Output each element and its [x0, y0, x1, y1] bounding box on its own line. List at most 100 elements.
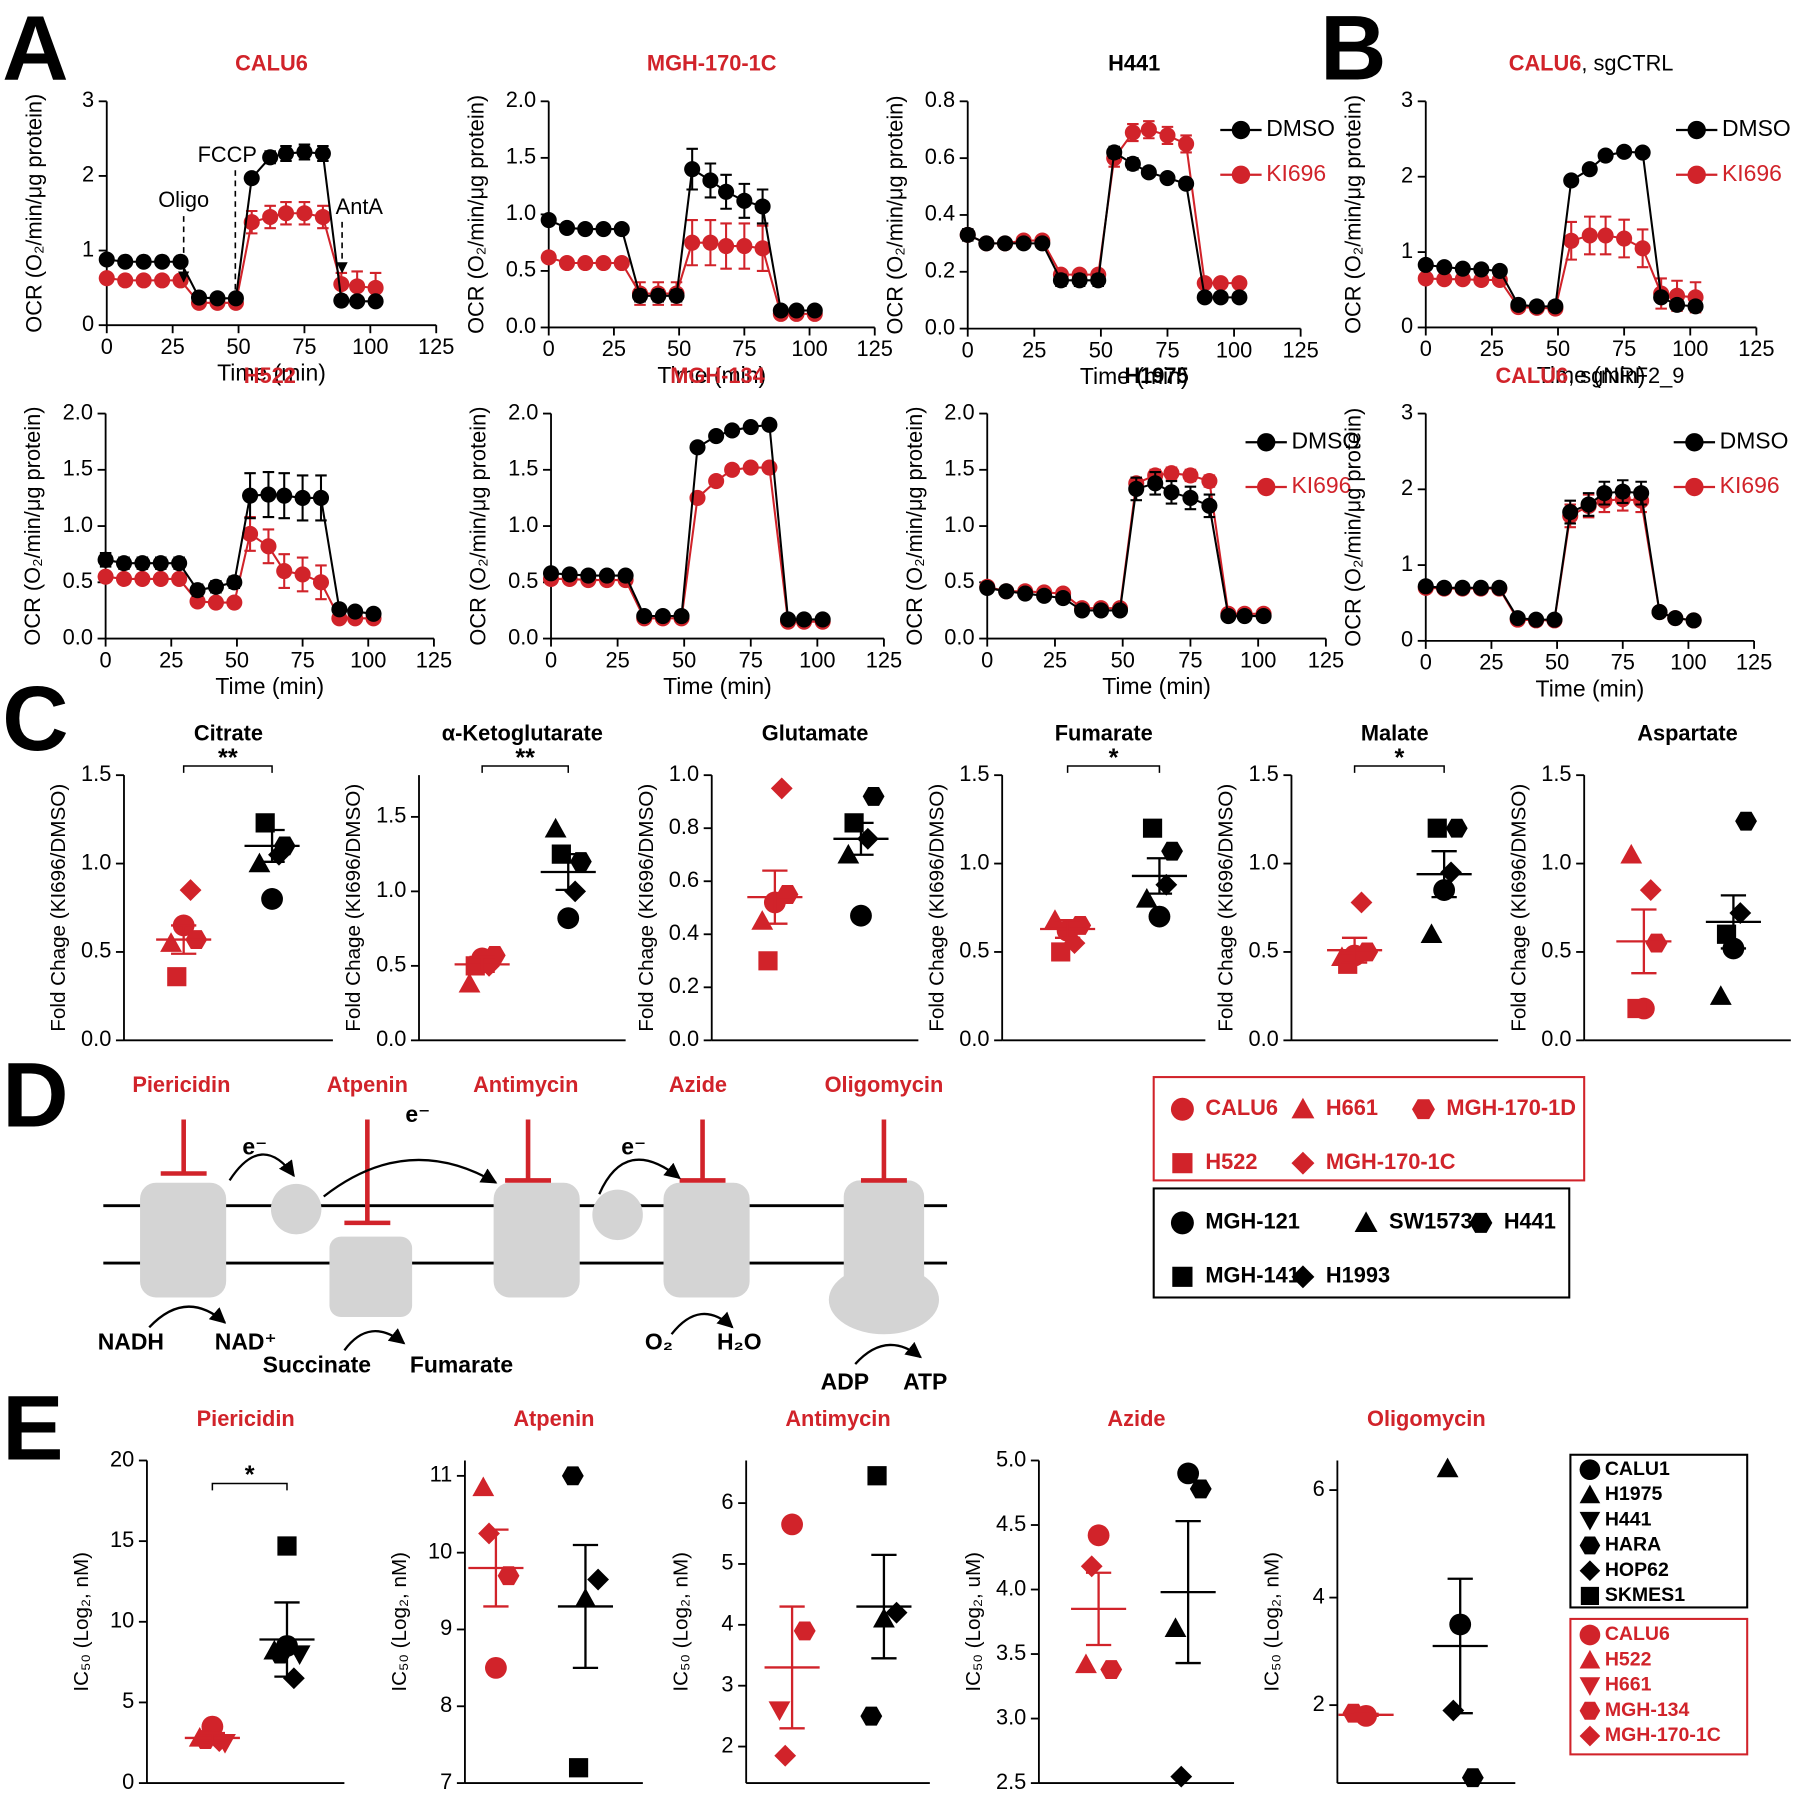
point: [1201, 473, 1218, 490]
y-axis-label: IC₅₀ (Log₂, nM): [669, 1552, 692, 1692]
y-tick-label: 0.5: [376, 952, 406, 977]
point: [1196, 275, 1213, 292]
point: [684, 234, 701, 251]
point: [1653, 289, 1670, 306]
point: [1580, 496, 1597, 513]
inhibitor-label: Atpenin: [327, 1072, 408, 1097]
legend-marker: [1579, 1484, 1601, 1504]
point: [598, 567, 615, 584]
title-suffix: , sgCTRL: [1581, 50, 1673, 75]
point: [1427, 818, 1447, 838]
x-tick-label: 50: [1546, 336, 1570, 361]
legend-label: DMSO: [1720, 427, 1789, 453]
error-bar: [1353, 1712, 1379, 1718]
title-main: CALU6: [235, 50, 308, 75]
x-tick-label: 75: [1178, 647, 1202, 672]
y-tick-label: 1.0: [1249, 849, 1279, 874]
y-tick-label: 0.6: [925, 144, 955, 169]
point: [1616, 230, 1633, 247]
x-tick-label: 25: [605, 647, 629, 672]
legend-box: [1152, 1076, 1586, 1182]
y-tick-label: 0: [1401, 313, 1413, 338]
ubiquinone: [270, 1183, 322, 1235]
point: [1491, 579, 1508, 596]
legend-label: SW1573: [1389, 1209, 1473, 1234]
error-bar: [259, 828, 285, 863]
y-tick-label: 2.0: [508, 399, 538, 424]
point: [277, 145, 295, 162]
point: [1528, 611, 1545, 628]
point: [1092, 602, 1110, 619]
legend-label: MGH-134: [1605, 1699, 1690, 1721]
y-tick-label: 2.5: [996, 1769, 1026, 1794]
chart-title: MGH-170-1C: [647, 50, 777, 75]
point: [1445, 818, 1468, 838]
error-bar: [555, 852, 581, 892]
complex-i: [140, 1182, 227, 1298]
title-main: CALU6: [1495, 363, 1568, 388]
point: [742, 419, 759, 436]
point: [1074, 602, 1091, 619]
y-tick-label: 0.0: [1541, 1026, 1571, 1051]
complex-v-head: [828, 1265, 940, 1335]
legend-marker: [1257, 433, 1276, 452]
point: [97, 551, 114, 568]
point: [736, 238, 753, 255]
legend-label: H441: [1504, 1209, 1556, 1234]
x-tick-label: 100: [799, 647, 835, 672]
y-tick-label: 3: [82, 87, 94, 112]
x-tick-label: 125: [866, 647, 902, 672]
point: [1667, 610, 1684, 627]
point: [577, 221, 594, 238]
point: [261, 888, 283, 910]
legend-label: HOP62: [1605, 1559, 1669, 1581]
x-tick-label: 75: [290, 647, 314, 672]
chart-title: Antimycin: [785, 1406, 890, 1431]
x-tick-label: 100: [352, 334, 388, 359]
product: Fumarate: [410, 1351, 513, 1377]
y-tick-label: 1.0: [81, 849, 111, 874]
point: [770, 777, 793, 800]
title-main: MGH-170-1C: [647, 50, 777, 75]
x-axis-label: Time (min): [215, 673, 324, 699]
legend-marker: [1579, 1560, 1601, 1582]
point: [288, 1645, 311, 1665]
y-tick-label: 7: [440, 1769, 452, 1794]
panel-letter: B: [1320, 0, 1386, 100]
x-axis-label: Time (min): [657, 362, 766, 388]
significance-label: *: [1394, 744, 1404, 772]
point: [255, 813, 275, 833]
y-tick-label: 2.0: [63, 399, 93, 424]
x-tick-label: 125: [1738, 336, 1774, 361]
legend-label: H1975: [1605, 1483, 1663, 1505]
point: [179, 879, 202, 901]
point: [1709, 985, 1732, 1005]
point: [776, 885, 799, 904]
point: [1055, 590, 1072, 607]
point: [684, 161, 701, 178]
legend-marker: [1580, 1586, 1600, 1606]
point: [1735, 811, 1757, 831]
legend-marker: [1579, 1725, 1601, 1747]
point: [115, 570, 133, 587]
y-tick-label: 2.0: [944, 399, 974, 424]
legend-label: MGH-170-1D: [1446, 1095, 1576, 1120]
point: [465, 956, 485, 976]
point: [1231, 289, 1248, 306]
point: [1436, 1457, 1459, 1478]
point: [154, 272, 171, 289]
point: [207, 578, 224, 595]
point: [242, 525, 259, 542]
y-axis-label: Fold Chage (KI696/DMSO): [1507, 784, 1530, 1032]
title-main: MGH-134: [670, 363, 764, 388]
point: [331, 601, 348, 618]
point: [1562, 504, 1579, 521]
x-tick-label: 125: [857, 336, 893, 361]
point: [1124, 155, 1141, 172]
y-tick-label: 1: [1401, 238, 1413, 263]
y-tick-label: 2: [1401, 162, 1413, 187]
significance-bracket: [481, 765, 569, 773]
point: [1017, 585, 1034, 602]
complex-iv: [663, 1182, 750, 1298]
